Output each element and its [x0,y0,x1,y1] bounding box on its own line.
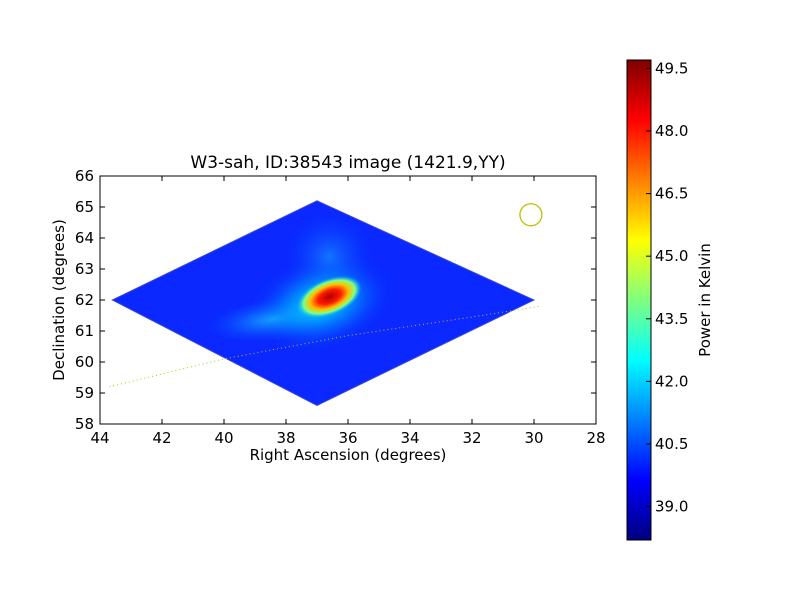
y-tick-label: 62 [75,291,94,309]
beam-circle [519,203,543,227]
colorbar-tick-label: 42.0 [655,372,688,390]
x-tick-label: 30 [524,429,543,447]
x-tick-label: 42 [152,429,171,447]
x-axis-label: Right Ascension (degrees) [250,446,447,464]
colorbar-tick-label: 49.5 [655,59,688,77]
colorbar-tick-label: 48.0 [655,122,688,140]
colorbar-ticks: 39.0 40.5 42.0 43.5 45.0 46.5 48.0 49.5 [646,59,688,516]
y-axis: 58 59 60 61 62 63 64 65 66 [75,167,596,433]
heatmap-image [111,200,536,406]
colorbar: 39.0 40.5 42.0 43.5 45.0 46.5 48.0 49.5 Power i… [626,59,714,541]
x-tick-label: 28 [586,429,605,447]
y-tick-label: 65 [75,198,94,216]
x-tick-label: 38 [276,429,295,447]
colorbar-gradient [626,59,652,541]
x-tick-label: 34 [400,429,419,447]
x-tick-label: 32 [462,429,481,447]
x-tick-label: 36 [338,429,357,447]
colorbar-tick-label: 46.5 [655,185,688,203]
y-tick-label: 58 [75,415,94,433]
track-dotted-line [109,305,541,388]
colorbar-tick-label: 43.5 [655,310,688,328]
y-tick-label: 59 [75,384,94,402]
colorbar-tick-label: 40.5 [655,435,688,453]
colorbar-tick-label: 45.0 [655,247,688,265]
y-tick-label: 63 [75,260,94,278]
colorbar-tick-label: 39.0 [655,498,688,516]
y-tick-label: 61 [75,322,94,340]
y-tick-label: 66 [75,167,94,185]
x-tick-label: 44 [90,429,109,447]
x-tick-label: 40 [214,429,233,447]
y-tick-label: 60 [75,353,94,371]
y-tick-label: 64 [75,229,94,247]
x-axis: 44 42 40 38 36 34 32 30 28 [90,176,606,447]
y-axis-label: Declination (degrees) [50,219,68,381]
heatmap-peak [297,275,362,318]
colorbar-label: Power in Kelvin [696,243,714,357]
chart-title: W3-sah, ID:38543 image (1421.9,YY) [190,153,505,173]
